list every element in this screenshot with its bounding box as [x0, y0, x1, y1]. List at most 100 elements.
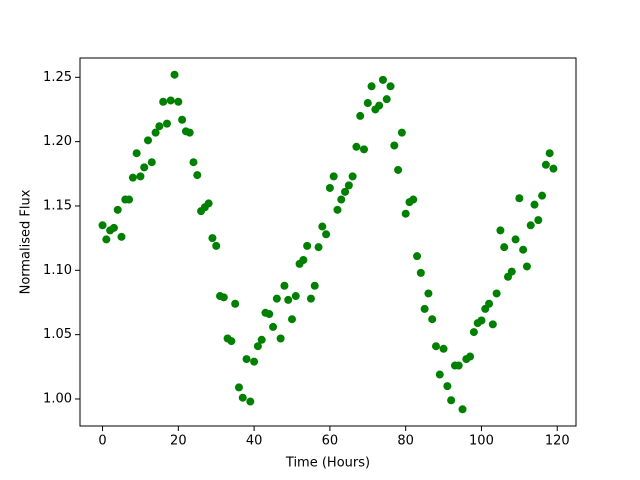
data-point — [212, 241, 221, 250]
data-point — [488, 320, 497, 329]
data-point — [306, 294, 315, 303]
data-point — [511, 235, 520, 244]
data-point — [234, 383, 243, 392]
data-point — [428, 315, 437, 324]
data-point — [341, 187, 350, 196]
data-point — [397, 128, 406, 137]
y-tick-label: 1.05 — [43, 327, 72, 342]
data-point — [443, 382, 452, 391]
x-tick-label: 40 — [246, 434, 263, 449]
y-tick-label: 1.20 — [43, 134, 72, 149]
data-point — [151, 128, 160, 137]
data-point — [352, 142, 361, 151]
y-tick-label: 1.10 — [43, 263, 72, 278]
data-point — [401, 209, 410, 218]
data-point — [344, 181, 353, 190]
data-point — [276, 334, 285, 343]
data-point — [291, 292, 300, 301]
data-point — [386, 82, 395, 91]
data-point — [159, 97, 168, 106]
data-point — [284, 295, 293, 304]
data-point — [140, 163, 149, 172]
x-tick-label: 60 — [322, 434, 339, 449]
data-point — [500, 243, 509, 252]
data-point — [147, 158, 156, 167]
data-point — [545, 149, 554, 158]
data-point — [257, 335, 266, 344]
data-point — [549, 164, 558, 173]
data-point — [238, 393, 247, 402]
data-point — [132, 149, 141, 158]
data-point — [325, 183, 334, 192]
data-point — [530, 200, 539, 209]
data-point — [420, 304, 429, 313]
data-point — [458, 405, 467, 414]
data-point — [375, 101, 384, 110]
data-point — [348, 172, 357, 181]
data-point — [193, 171, 202, 180]
data-point — [227, 337, 236, 346]
data-point — [113, 205, 122, 214]
data-point — [526, 221, 535, 230]
y-tick-label: 1.25 — [43, 70, 72, 85]
data-point — [534, 216, 543, 225]
y-tick-label: 1.00 — [43, 391, 72, 406]
data-point — [265, 310, 274, 319]
data-point — [469, 328, 478, 337]
data-point — [102, 235, 111, 244]
data-point — [447, 396, 456, 405]
data-point — [310, 281, 319, 290]
data-point — [170, 70, 179, 79]
data-point — [125, 195, 134, 204]
data-point — [409, 195, 418, 204]
data-point — [507, 267, 516, 276]
data-point — [185, 128, 194, 137]
data-point — [492, 289, 501, 298]
data-point — [144, 136, 153, 145]
data-point — [378, 75, 387, 84]
data-point — [538, 191, 547, 200]
data-point — [314, 243, 323, 252]
x-tick-label: 20 — [170, 434, 187, 449]
x-tick-label: 80 — [397, 434, 414, 449]
data-point — [250, 357, 259, 366]
data-point — [272, 294, 281, 303]
data-point — [128, 173, 137, 182]
x-tick-label: 100 — [469, 434, 494, 449]
data-point — [208, 234, 217, 243]
data-point — [363, 99, 372, 108]
data-point — [269, 322, 278, 331]
data-point — [178, 115, 187, 124]
data-point — [416, 268, 425, 277]
data-point — [322, 230, 331, 239]
data-point — [477, 316, 486, 325]
y-axis-label: Normalised Flux — [19, 189, 34, 294]
data-point — [117, 232, 126, 241]
data-point — [424, 289, 433, 298]
data-point — [359, 145, 368, 154]
data-point — [242, 355, 251, 364]
x-tick-label: 0 — [98, 434, 106, 449]
data-point — [522, 262, 531, 271]
data-point — [109, 223, 118, 232]
y-tick-label: 1.15 — [43, 198, 72, 213]
data-point — [219, 293, 228, 302]
data-point — [466, 352, 475, 361]
data-point — [382, 95, 391, 104]
data-point — [329, 172, 338, 181]
data-point — [519, 245, 528, 254]
data-point — [318, 222, 327, 231]
data-point — [299, 256, 308, 265]
data-point — [413, 252, 422, 261]
data-point — [435, 370, 444, 379]
x-axis-label: Time (Hours) — [285, 456, 370, 471]
data-point — [174, 97, 183, 106]
data-point — [189, 158, 198, 167]
data-point — [231, 299, 240, 308]
data-point — [136, 172, 145, 181]
data-point — [162, 119, 171, 128]
data-point — [288, 315, 297, 324]
data-point — [541, 160, 550, 169]
